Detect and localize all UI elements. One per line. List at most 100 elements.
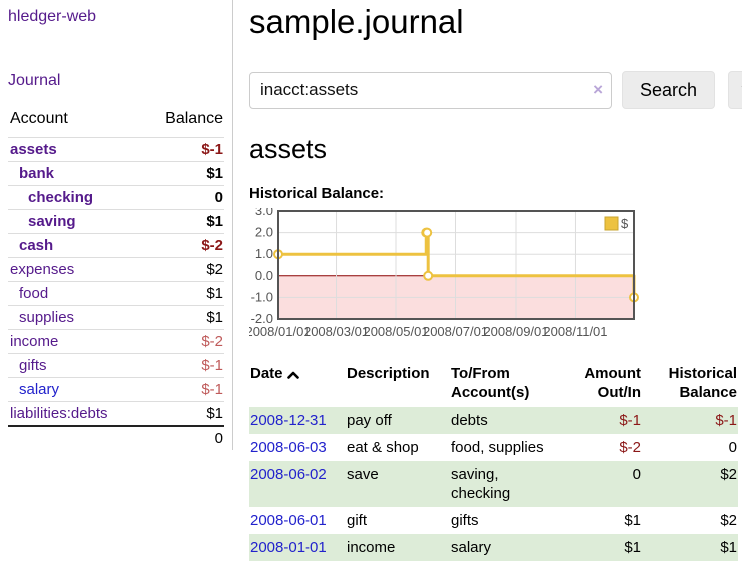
description-cell: income bbox=[347, 539, 396, 556]
x-tick-label: 2008/03/01 bbox=[304, 324, 369, 339]
account-balance: $-1 bbox=[142, 137, 224, 162]
accounts-cell: saving, checking bbox=[451, 466, 511, 502]
account-link-income[interactable]: income bbox=[10, 333, 59, 350]
amount-cell: 0 bbox=[632, 466, 641, 483]
account-name-cell: saving bbox=[8, 209, 143, 234]
date-link[interactable]: 2008-06-03 bbox=[250, 439, 327, 456]
date-cell: 2008-01-01 bbox=[249, 534, 346, 561]
amount-cell: $-2 bbox=[619, 439, 641, 456]
account-balance: $-1 bbox=[142, 353, 224, 378]
balance-cell: $2 bbox=[720, 512, 737, 529]
account-row: checking 0 bbox=[8, 185, 224, 210]
account-row: liabilities:debts $1 bbox=[8, 401, 224, 426]
register-row: 2008-06-02 save saving, checking 0 $2 bbox=[249, 461, 738, 507]
account-row: expenses $2 bbox=[8, 257, 224, 282]
account-link-assets[interactable]: assets bbox=[10, 141, 57, 158]
account-link-expenses[interactable]: expenses bbox=[10, 261, 75, 278]
account-row: food $1 bbox=[8, 281, 224, 306]
account-name-cell: gifts bbox=[8, 353, 143, 378]
description-cell: save bbox=[347, 466, 379, 483]
account-link-gifts[interactable]: gifts bbox=[19, 357, 47, 374]
amount-cell: $1 bbox=[624, 539, 641, 556]
accounts-table: Account Balance assets $-1 bank $1 checking 0… bbox=[8, 106, 224, 450]
account-link-saving[interactable]: saving bbox=[28, 213, 76, 230]
date-cell: 2008-06-01 bbox=[249, 507, 346, 534]
x-tick-label: 2008/07/01 bbox=[423, 324, 488, 339]
account-row: salary $-1 bbox=[8, 377, 224, 402]
account-link-salary[interactable]: salary bbox=[19, 381, 60, 398]
description-cell: gift bbox=[347, 512, 368, 529]
account-row: bank $1 bbox=[8, 161, 224, 186]
account-name-cell: supplies bbox=[8, 305, 143, 330]
account-row: saving $1 bbox=[8, 209, 224, 234]
date-link[interactable]: 2008-01-01 bbox=[250, 539, 327, 556]
sidebar: hledger-web Journal Account Balance asse… bbox=[0, 0, 233, 450]
accounts-cell: gifts bbox=[451, 512, 479, 529]
account-balance: $1 bbox=[142, 209, 224, 234]
account-name-cell: cash bbox=[8, 233, 143, 258]
account-link-checking[interactable]: checking bbox=[28, 189, 94, 206]
main-content: sample.journal × Search ? assets Histori… bbox=[233, 0, 742, 561]
account-row: supplies $1 bbox=[8, 305, 224, 330]
register-row: 2008-12-31 pay off debts $-1 $-1 bbox=[249, 407, 738, 434]
balance-cell: $-1 bbox=[715, 412, 737, 429]
account-balance: $2 bbox=[142, 257, 224, 282]
account-row: assets $-1 bbox=[8, 137, 224, 162]
account-name-cell: income bbox=[8, 329, 143, 354]
legend-swatch bbox=[604, 216, 619, 231]
x-tick-label: 2008/09/01 bbox=[483, 324, 548, 339]
help-button[interactable]: ? bbox=[728, 71, 742, 109]
account-balance: $1 bbox=[142, 161, 224, 186]
account-row: income $-2 bbox=[8, 329, 224, 354]
account-heading: assets bbox=[249, 134, 328, 164]
x-tick-label: 2008/05/01 bbox=[363, 324, 428, 339]
balance-cell: $2 bbox=[720, 466, 737, 483]
account-link-supplies[interactable]: supplies bbox=[19, 309, 75, 326]
accounts-cell: food, supplies bbox=[451, 439, 544, 456]
y-tick-label: 2.0 bbox=[255, 225, 273, 240]
balance-cell: 0 bbox=[728, 439, 737, 456]
account-link-liabilities-debts[interactable]: liabilities:debts bbox=[10, 405, 108, 422]
date-link[interactable]: 2008-12-31 bbox=[250, 412, 327, 429]
y-tick-label: 0.0 bbox=[255, 268, 273, 283]
account-name-cell: bank bbox=[8, 161, 143, 186]
date-cell: 2008-06-02 bbox=[249, 461, 346, 507]
page-title: sample.journal bbox=[249, 3, 464, 40]
chart-svg: $3.0 2.0 1.0 0.0 -1.0 -2.02008/01/012008/03/0… bbox=[245, 203, 639, 339]
account-link-cash[interactable]: cash bbox=[19, 237, 54, 254]
account-name-cell: checking bbox=[8, 185, 143, 210]
column-header-to-from-account-s-: To/From Account(s) bbox=[451, 365, 530, 401]
date-link[interactable]: 2008-06-02 bbox=[250, 466, 327, 483]
register-row: 2008-06-03 eat & shop food, supplies $-2 0 bbox=[249, 434, 738, 461]
account-name-cell: liabilities:debts bbox=[8, 401, 143, 426]
sidebar-item-journal[interactable]: Journal bbox=[8, 72, 61, 89]
account-name-cell: expenses bbox=[8, 257, 143, 282]
description-cell: pay off bbox=[347, 412, 392, 429]
account-balance: $-2 bbox=[142, 233, 224, 258]
account-name-cell: assets bbox=[8, 137, 143, 162]
search-input[interactable] bbox=[249, 71, 612, 109]
column-header-date[interactable]: Date bbox=[249, 362, 346, 407]
amount-cell: $1 bbox=[624, 512, 641, 529]
legend-label: $ bbox=[621, 216, 629, 231]
account-link-bank[interactable]: bank bbox=[19, 165, 55, 182]
date-link[interactable]: 2008-06-01 bbox=[250, 512, 327, 529]
brand-link[interactable]: hledger-web bbox=[8, 8, 97, 25]
clear-search-icon[interactable]: × bbox=[593, 79, 603, 99]
column-header-amount-out-in: Amount Out/In bbox=[584, 365, 641, 401]
y-tick-label: 1.0 bbox=[255, 246, 273, 261]
register-table: Date Description To/From Account(s) Amount … bbox=[249, 362, 738, 561]
date-cell: 2008-06-03 bbox=[249, 434, 346, 461]
account-link-food[interactable]: food bbox=[19, 285, 49, 302]
data-point-marker bbox=[423, 270, 434, 281]
x-tick-label: 2008/01/01 bbox=[249, 324, 311, 339]
search-button[interactable]: Search bbox=[622, 71, 716, 109]
accounts-total-value: 0 bbox=[142, 425, 224, 450]
account-balance: $1 bbox=[142, 281, 224, 306]
y-tick-label: -2.0 bbox=[251, 311, 273, 326]
date-cell: 2008-12-31 bbox=[249, 407, 346, 434]
balance-cell: $1 bbox=[720, 539, 737, 556]
accounts-total-row: 0 bbox=[8, 425, 224, 450]
column-header-historical-balance: Historical Balance bbox=[668, 365, 737, 401]
accounts-header-balance: Balance bbox=[165, 110, 223, 127]
